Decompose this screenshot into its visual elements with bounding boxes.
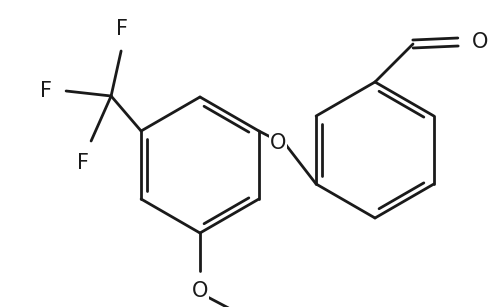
Text: F: F — [77, 153, 89, 173]
Text: O: O — [192, 281, 208, 301]
Text: F: F — [116, 19, 128, 39]
Text: O: O — [472, 32, 489, 52]
Text: F: F — [40, 81, 52, 101]
Text: O: O — [270, 133, 286, 153]
